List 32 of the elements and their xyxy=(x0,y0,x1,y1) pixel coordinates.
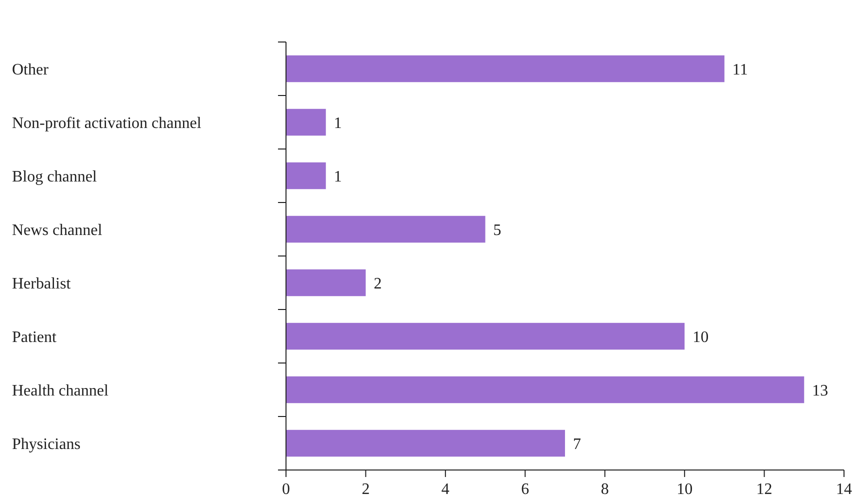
x-tick-label: 0 xyxy=(282,481,290,498)
x-tick-label: 2 xyxy=(362,481,370,498)
data-label: 10 xyxy=(692,328,709,346)
data-label: 2 xyxy=(374,275,382,292)
data-label: 1 xyxy=(334,114,342,132)
y-tick-label: Non-profit activation channel xyxy=(12,114,202,132)
y-tick-label: Herbalist xyxy=(12,275,72,292)
bar xyxy=(286,108,326,136)
bar xyxy=(286,376,804,404)
y-tick-label: Health channel xyxy=(12,382,109,400)
y-tick-label: Patient xyxy=(12,328,57,346)
x-tick-label: 10 xyxy=(676,481,693,498)
y-tick-label: Physicians xyxy=(12,436,80,453)
x-tick-label: 14 xyxy=(836,481,852,498)
y-tick-label: Other xyxy=(12,61,50,78)
bar xyxy=(286,430,565,457)
bar xyxy=(286,162,326,190)
x-tick-label: 4 xyxy=(441,481,450,498)
data-label: 1 xyxy=(334,168,342,186)
data-label: 7 xyxy=(573,436,581,453)
y-tick-label: News channel xyxy=(12,222,103,239)
data-label: 5 xyxy=(493,222,502,239)
data-label: 11 xyxy=(732,61,748,78)
x-tick-label: 8 xyxy=(600,481,609,498)
bar xyxy=(286,322,685,350)
bar xyxy=(286,216,486,243)
bar xyxy=(286,55,724,82)
data-label: 13 xyxy=(812,382,828,400)
x-tick-label: 6 xyxy=(521,481,530,498)
y-tick-label: Blog channel xyxy=(12,168,98,186)
bar xyxy=(286,269,366,296)
x-tick-label: 12 xyxy=(756,481,772,498)
